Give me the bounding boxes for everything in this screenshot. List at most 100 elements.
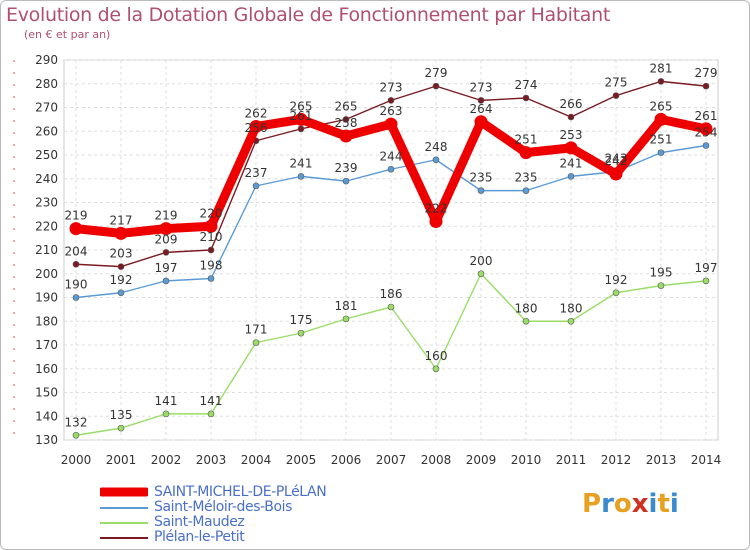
data-point <box>657 282 665 289</box>
data-label: 219 <box>155 209 178 223</box>
data-label: 192 <box>110 273 133 287</box>
logo-letter: o <box>613 489 632 519</box>
x-tick-label: 2003 <box>196 453 227 467</box>
data-label: 279 <box>695 66 718 80</box>
y-tick-label: 230 <box>35 196 58 210</box>
data-point <box>609 167 623 181</box>
data-point <box>72 431 80 439</box>
data-point <box>429 215 443 228</box>
legend-label: Saint-Méloir-des-Bois <box>154 499 293 515</box>
data-label: 235 <box>515 171 538 185</box>
data-label: 275 <box>605 76 628 90</box>
y-tick-label: 220 <box>35 219 58 233</box>
series <box>69 78 713 439</box>
data-point <box>342 116 350 123</box>
data-label: 261 <box>695 109 718 123</box>
x-tick-label: 2004 <box>241 453 272 467</box>
data-label: 274 <box>515 78 538 92</box>
data-point <box>657 149 665 156</box>
y-tick-label: 180 <box>35 314 58 328</box>
data-point <box>342 315 350 323</box>
data-label: 273 <box>380 80 403 94</box>
data-label: 242 <box>605 154 628 168</box>
data-label: 265 <box>290 99 313 113</box>
x-tick-label: 2000 <box>61 453 92 467</box>
y-tick-label: 150 <box>35 386 58 400</box>
y-tick-label: 190 <box>35 291 58 305</box>
data-point <box>477 270 485 278</box>
data-point <box>72 294 80 301</box>
chart-subtitle: (en € et par an) <box>24 28 111 41</box>
x-tick-label: 2012 <box>601 453 632 467</box>
logo-letter: t <box>657 489 670 519</box>
logo-letter: x <box>631 489 649 519</box>
data-label: 235 <box>470 171 493 185</box>
data-point <box>297 125 305 133</box>
data-label: 186 <box>380 287 403 301</box>
data-label: 203 <box>110 247 133 261</box>
y-tick-label: 210 <box>35 243 58 257</box>
x-tick-label: 2006 <box>331 453 362 467</box>
data-point <box>207 246 215 254</box>
axes: 130 140 150 160 170 180 190 200 210 220 230 240 250 2… <box>13 53 722 467</box>
data-label: 258 <box>335 116 358 130</box>
data-label: 220 <box>200 206 223 220</box>
data-label: 254 <box>695 126 718 140</box>
data-label: 241 <box>290 156 313 170</box>
data-point <box>384 117 398 131</box>
data-label: 222 <box>425 202 448 216</box>
logo-letter: i <box>669 489 679 519</box>
data-point <box>432 82 440 90</box>
data-label: 251 <box>650 133 673 147</box>
data-label: 239 <box>335 161 358 175</box>
data-point <box>432 156 440 164</box>
proxiti-logo: Proxiti <box>582 489 679 519</box>
data-label: 200 <box>470 254 493 268</box>
y-tick-label: 270 <box>35 101 58 115</box>
x-tick-label: 2013 <box>646 453 677 467</box>
logo-letter: P <box>582 489 602 519</box>
x-tick-label: 2001 <box>106 453 137 467</box>
data-point <box>207 275 215 282</box>
data-label: 141 <box>200 394 223 408</box>
data-point <box>204 219 218 233</box>
data-point <box>612 92 620 99</box>
data-point <box>522 317 530 325</box>
data-point <box>159 222 173 236</box>
data-point <box>702 142 710 149</box>
data-point <box>387 165 395 173</box>
y-tick-label: 170 <box>35 338 58 352</box>
data-label: 251 <box>515 133 538 147</box>
data-label: 244 <box>380 149 403 163</box>
data-label: 265 <box>335 99 358 113</box>
x-tick-label: 2014 <box>691 453 722 467</box>
x-tick-label: 2011 <box>556 453 587 467</box>
data-label: 135 <box>110 408 133 422</box>
x-tick-label: 2009 <box>466 453 497 467</box>
data-point <box>162 249 170 256</box>
data-label: 171 <box>245 323 268 337</box>
legend-swatch <box>100 487 148 497</box>
data-point <box>564 141 578 155</box>
data-label: 266 <box>560 97 583 111</box>
data-label: 210 <box>200 230 223 244</box>
data-label: 141 <box>155 394 178 408</box>
data-point <box>249 120 263 133</box>
data-label: 217 <box>110 213 133 227</box>
legend-swatch <box>100 522 148 524</box>
y-tick-label: 290 <box>35 53 58 67</box>
y-tick-label: 260 <box>35 124 58 138</box>
data-point <box>252 339 260 346</box>
data-label: 273 <box>470 80 493 94</box>
legend-label: SAINT-MICHEL-DE-PLéLAN <box>154 484 327 500</box>
data-label: 281 <box>650 61 673 75</box>
data-point <box>252 182 260 190</box>
data-label: 180 <box>515 301 538 315</box>
data-label: 197 <box>155 261 178 275</box>
data-point <box>657 78 665 85</box>
data-label: 248 <box>425 140 448 154</box>
x-tick-label: 2007 <box>376 453 407 467</box>
data-label: 264 <box>470 102 493 116</box>
y-tick-label: 250 <box>35 148 58 162</box>
